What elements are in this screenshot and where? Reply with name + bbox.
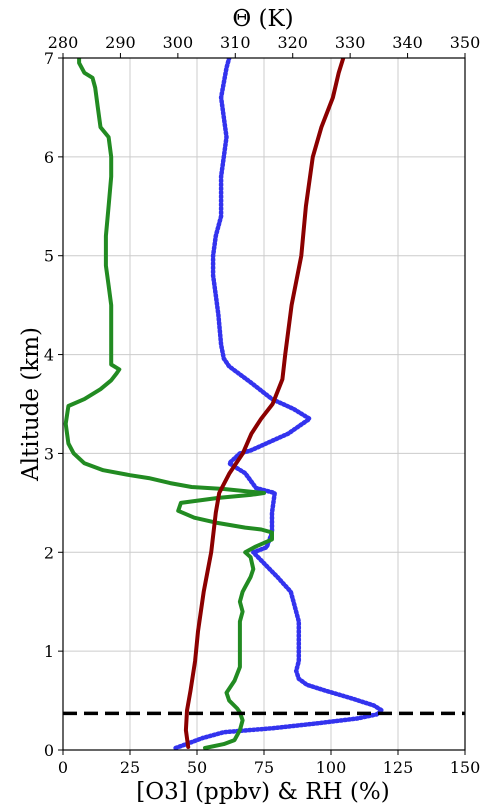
x-tick-label: 75 [254,758,274,777]
y-tick-label: 2 [44,543,54,562]
y-tick-label: 5 [44,247,54,266]
x2-tick-label: 350 [450,33,481,52]
x-tick-label: 150 [450,758,481,777]
x2-tick-label: 310 [220,33,251,52]
theta-series-line [183,58,346,749]
y-tick-label: 0 [44,741,54,760]
x2-tick-label: 300 [163,33,194,52]
rh-series-line [63,58,274,750]
y-tick-label: 7 [44,49,54,68]
top-axis-title: Θ (K) [232,6,293,32]
y-tick-label: 6 [44,148,54,167]
gridlines [62,57,466,751]
series-layer [63,58,385,750]
ozone-series-line [173,58,385,750]
y-tick-label: 4 [44,346,54,365]
x-axis-title: [O3] (ppbv) & RH (%) [136,779,389,805]
x2-tick-label: 280 [48,33,79,52]
x2-tick-label: 330 [335,33,366,52]
y-tick-label: 1 [44,642,54,661]
x2-tick-label: 320 [277,33,308,52]
x-tick-label: 50 [187,758,207,777]
x2-tick-label: 290 [105,33,136,52]
x-tick-label: 125 [383,758,414,777]
x-tick-label: 25 [120,758,140,777]
y-axis-title: Altitude (km) [18,327,44,482]
x-tick-label: 0 [58,758,68,777]
y-tick-label: 3 [44,444,54,463]
x-tick-label: 100 [316,758,347,777]
x2-tick-label: 340 [392,33,423,52]
